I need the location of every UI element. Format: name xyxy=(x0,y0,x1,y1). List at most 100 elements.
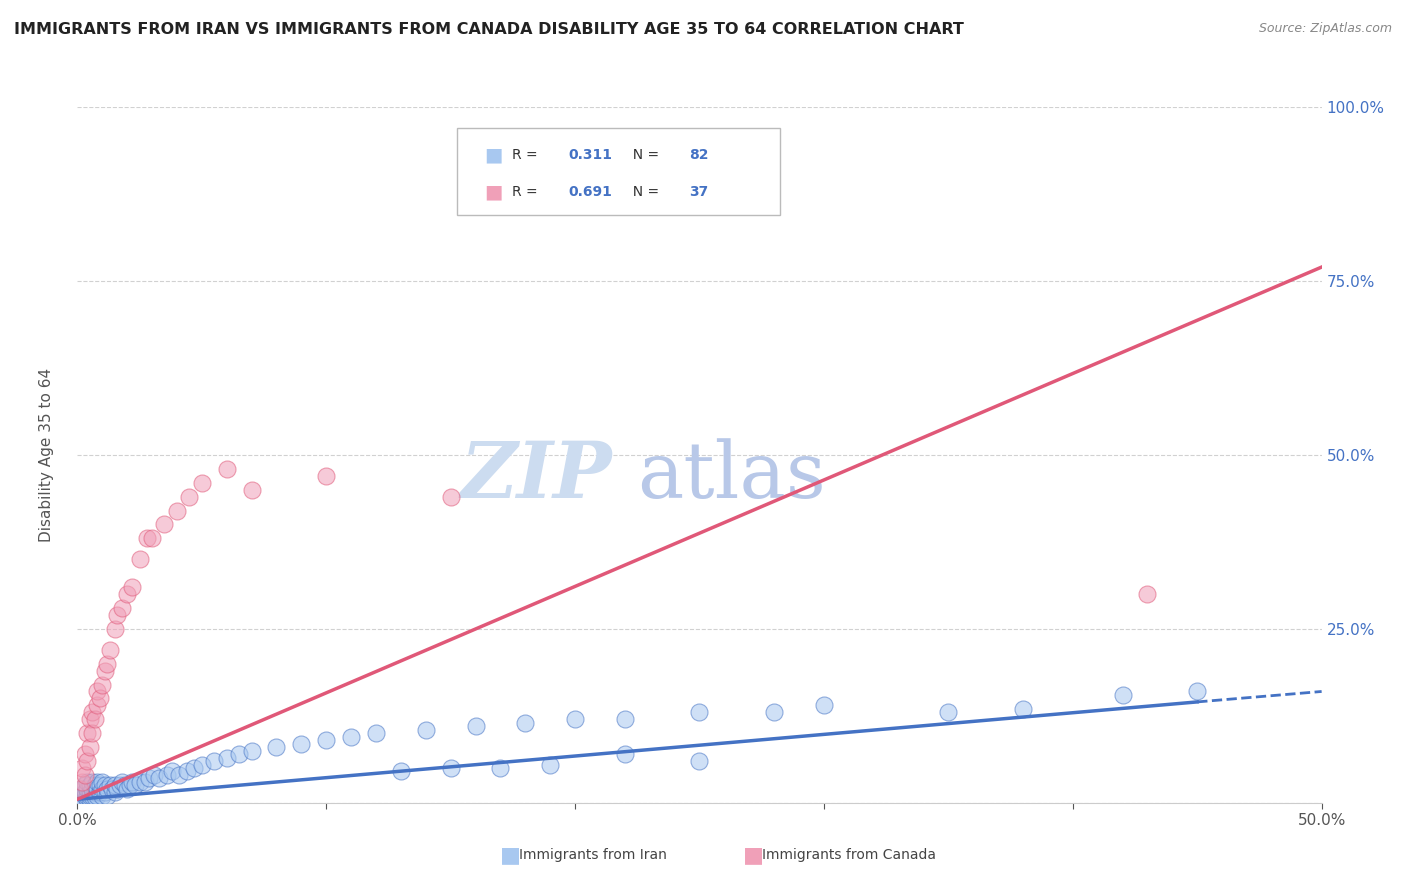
Point xyxy=(93,778,115,792)
Point xyxy=(489,761,512,775)
Text: 82: 82 xyxy=(689,148,709,162)
Point xyxy=(1012,702,1035,716)
Point xyxy=(83,790,105,805)
Point xyxy=(89,785,111,799)
Text: ■: ■ xyxy=(501,845,522,865)
Point xyxy=(183,761,205,775)
Point xyxy=(83,712,105,726)
Point xyxy=(169,768,191,782)
Point xyxy=(1136,587,1159,601)
Text: 0.691: 0.691 xyxy=(569,185,613,199)
Point xyxy=(515,715,537,730)
Point xyxy=(76,726,98,740)
Point xyxy=(538,757,561,772)
Text: Source: ZipAtlas.com: Source: ZipAtlas.com xyxy=(1258,22,1392,36)
Point xyxy=(515,197,537,211)
Point xyxy=(1187,684,1209,698)
Point xyxy=(121,580,143,594)
Point xyxy=(340,730,363,744)
Point xyxy=(136,532,159,546)
Point xyxy=(128,552,150,566)
Point xyxy=(202,754,225,768)
Point xyxy=(440,761,463,775)
Point xyxy=(86,698,108,713)
Point xyxy=(72,792,94,806)
Point xyxy=(98,642,121,657)
Text: R =: R = xyxy=(512,185,541,199)
Point xyxy=(1111,688,1133,702)
Point xyxy=(613,712,636,726)
Point xyxy=(613,747,636,761)
Point xyxy=(118,778,141,792)
Point xyxy=(315,468,337,483)
Point xyxy=(73,747,96,761)
Point xyxy=(91,775,114,789)
Point xyxy=(86,684,108,698)
Point xyxy=(86,789,108,803)
Point xyxy=(156,768,179,782)
Point xyxy=(191,475,214,490)
Y-axis label: Disability Age 35 to 64: Disability Age 35 to 64 xyxy=(39,368,53,542)
Point xyxy=(91,677,114,691)
Point xyxy=(76,789,98,803)
Point xyxy=(82,781,104,796)
Text: ZIP: ZIP xyxy=(461,438,613,514)
Point xyxy=(101,781,124,796)
Point xyxy=(938,706,960,720)
Text: ■: ■ xyxy=(484,182,502,202)
Point xyxy=(564,712,586,726)
Point xyxy=(96,657,118,671)
Point xyxy=(104,622,127,636)
Text: 0.311: 0.311 xyxy=(569,148,613,162)
Text: atlas: atlas xyxy=(637,438,825,514)
Point xyxy=(73,789,96,803)
Point xyxy=(96,781,118,796)
Point xyxy=(128,775,150,789)
Point xyxy=(79,740,101,755)
Point xyxy=(315,733,337,747)
Text: N =: N = xyxy=(624,185,664,199)
Point xyxy=(79,785,101,799)
Point xyxy=(191,757,214,772)
Point xyxy=(160,764,183,779)
Point xyxy=(73,768,96,782)
Point xyxy=(440,490,463,504)
Point xyxy=(141,532,163,546)
Point xyxy=(240,483,263,497)
Point xyxy=(72,781,94,796)
Point xyxy=(96,789,118,803)
Point xyxy=(138,772,160,786)
Point xyxy=(82,789,104,803)
Point xyxy=(79,792,101,806)
Point xyxy=(93,664,115,678)
Point xyxy=(79,789,101,803)
Text: Immigrants from Canada: Immigrants from Canada xyxy=(762,848,936,862)
Text: N =: N = xyxy=(624,148,664,162)
Point xyxy=(76,754,98,768)
Text: R =: R = xyxy=(512,148,541,162)
Point xyxy=(89,691,111,706)
Point xyxy=(111,775,134,789)
Text: Immigrants from Iran: Immigrants from Iran xyxy=(519,848,666,862)
Point xyxy=(415,723,437,737)
Point xyxy=(114,778,136,792)
Point xyxy=(166,503,188,517)
Point xyxy=(79,712,101,726)
Point xyxy=(98,778,121,792)
Point xyxy=(290,737,312,751)
Point xyxy=(73,785,96,799)
Point xyxy=(464,719,486,733)
Point xyxy=(153,517,176,532)
Point xyxy=(215,462,238,476)
Point xyxy=(69,789,91,803)
Point xyxy=(240,744,263,758)
Point xyxy=(86,781,108,796)
Point xyxy=(82,706,104,720)
Point xyxy=(69,781,91,796)
Text: IMMIGRANTS FROM IRAN VS IMMIGRANTS FROM CANADA DISABILITY AGE 35 TO 64 CORRELATI: IMMIGRANTS FROM IRAN VS IMMIGRANTS FROM … xyxy=(14,22,965,37)
Point xyxy=(689,706,711,720)
Point xyxy=(93,785,115,799)
Point xyxy=(86,775,108,789)
FancyBboxPatch shape xyxy=(457,128,780,215)
Point xyxy=(143,768,166,782)
